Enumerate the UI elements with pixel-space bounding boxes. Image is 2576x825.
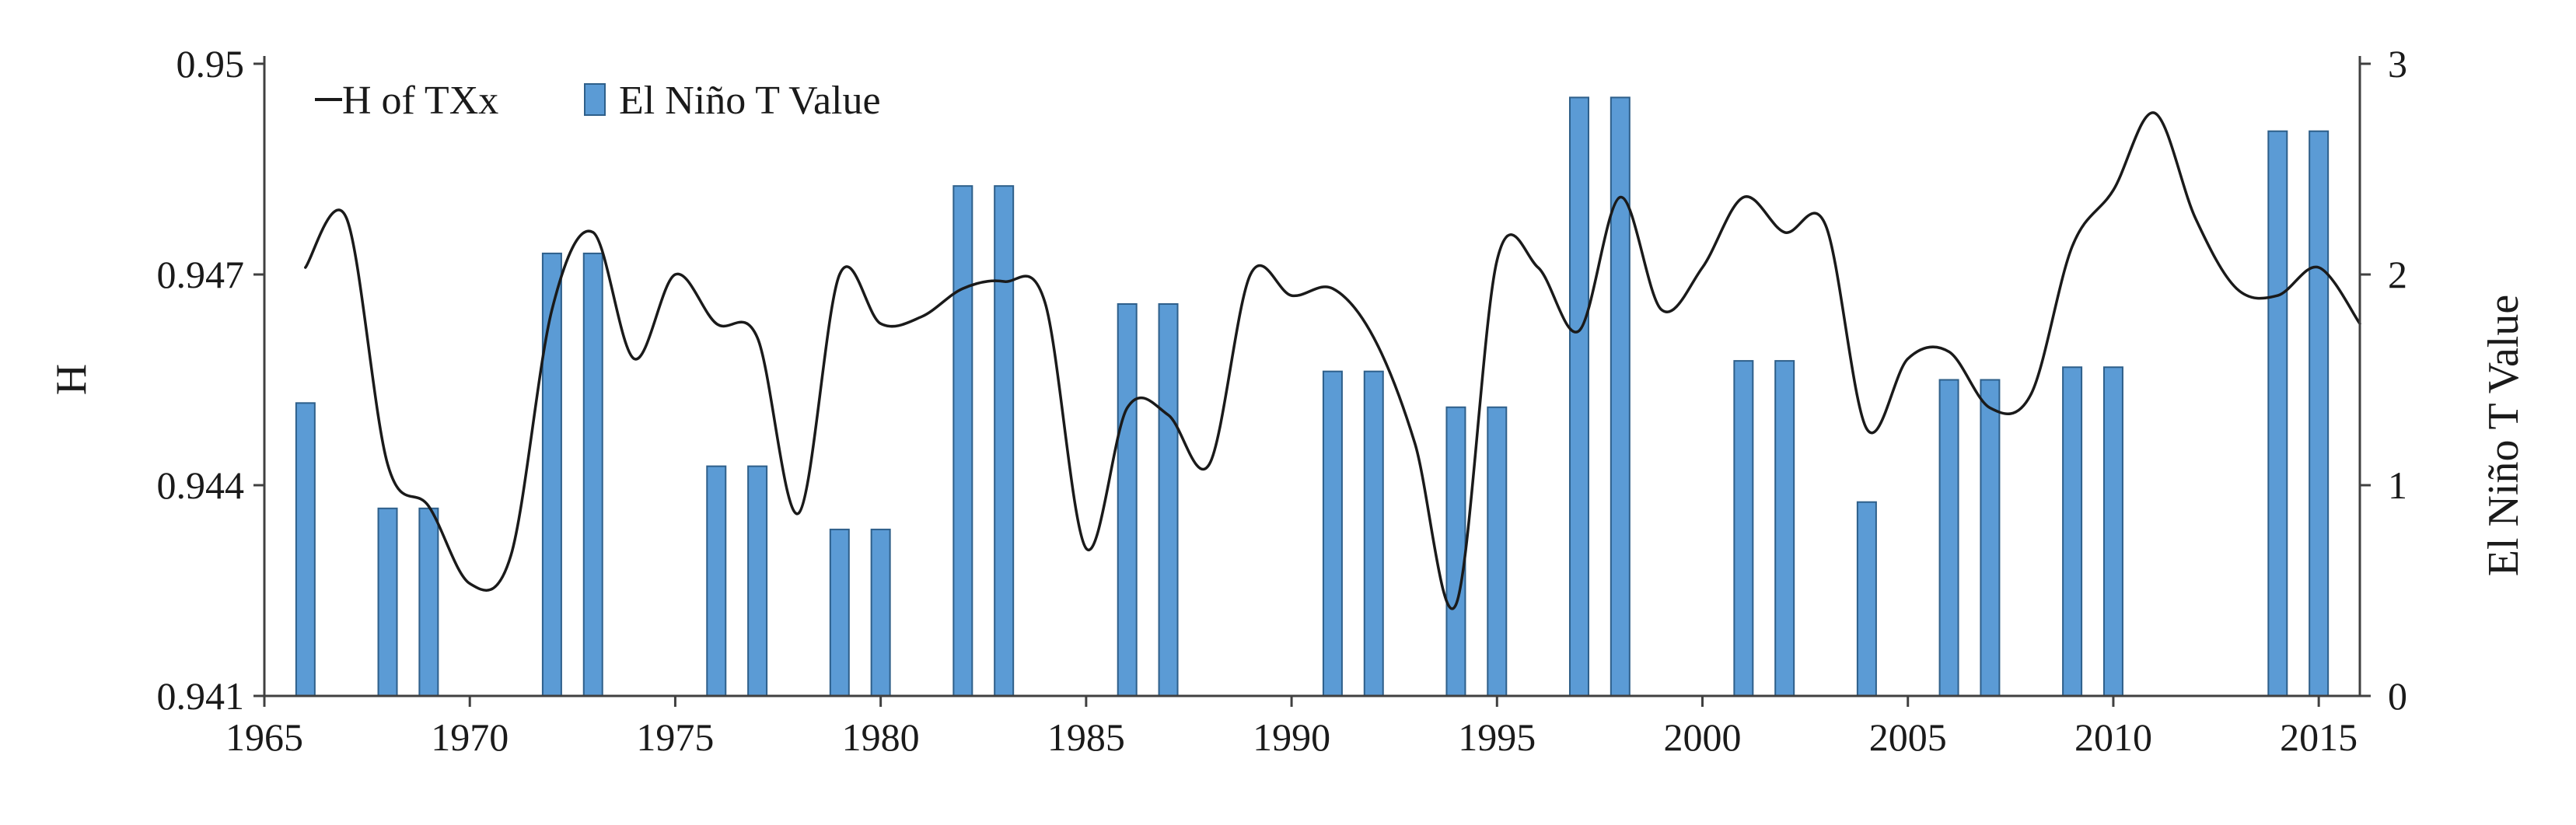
bar-el-nino-1991 xyxy=(1322,370,1343,697)
y2-tick-label: 3 xyxy=(2388,42,2407,86)
bar-el-nino-1979 xyxy=(829,528,850,697)
legend-label-el-nino-t-value: El Niño T Value xyxy=(619,79,881,123)
x-tick-label: 1985 xyxy=(1047,715,1125,759)
y-axis-title: H xyxy=(47,364,96,395)
bar-el-nino-1997 xyxy=(1568,96,1589,697)
right-y-axis-ticks: 0 1 2 3 xyxy=(2360,42,2407,718)
bar-el-nino-2006 xyxy=(1938,379,1959,697)
x-tick-label: 1970 xyxy=(431,715,509,759)
bar-el-nino-1987 xyxy=(1158,302,1179,697)
bar-el-nino-1994 xyxy=(1445,406,1466,697)
bar-el-nino-1983 xyxy=(994,185,1015,697)
bar-el-nino-1980 xyxy=(870,528,891,697)
y-tick-label: 0.944 xyxy=(157,463,245,507)
x-tick-label: 2010 xyxy=(2074,715,2152,759)
bar-el-nino-2010 xyxy=(2102,366,2123,697)
y2-tick-label: 2 xyxy=(2388,253,2407,296)
x-tick-label: 1965 xyxy=(225,715,303,759)
x-tick-label: 1995 xyxy=(1458,715,1536,759)
x-tick-label: 2005 xyxy=(1869,715,1947,759)
y2-axis-title: El Niño T Value xyxy=(2480,295,2528,576)
x-axis-ticks: 1965 1970 1975 1980 1985 1990 1995 2000 2005 2010… xyxy=(225,696,2358,759)
bar-el-nino-1977 xyxy=(747,465,768,697)
bar-el-nino-1973 xyxy=(582,252,603,697)
bar-el-nino-1992 xyxy=(1363,370,1384,697)
legend-bar-swatch xyxy=(584,83,606,116)
y-tick-label: 0.941 xyxy=(157,674,245,718)
bar-el-nino-2002 xyxy=(1774,360,1795,697)
bar-el-nino-1969 xyxy=(418,507,439,697)
bar-el-nino-1966 xyxy=(295,402,316,697)
bar-el-nino-2001 xyxy=(1733,360,1754,697)
bar-el-nino-1972 xyxy=(541,252,562,697)
bar-el-nino-1976 xyxy=(706,465,727,697)
y-tick-label: 0.95 xyxy=(177,42,245,86)
x-tick-label: 2000 xyxy=(1664,715,1742,759)
bar-el-nino-2014 xyxy=(2267,130,2288,697)
x-tick-label: 1990 xyxy=(1253,715,1330,759)
bar-el-nino-1982 xyxy=(952,185,973,697)
bar-el-nino-2004 xyxy=(1856,501,1877,697)
legend: H of TXx El Niño T Value xyxy=(315,79,881,123)
y-tick-label: 0.947 xyxy=(157,253,245,296)
bar-el-nino-2015 xyxy=(2309,130,2330,697)
x-tick-label: 1980 xyxy=(842,715,920,759)
bar-el-nino-1998 xyxy=(1610,96,1631,697)
left-y-axis-ticks: 0.941 0.944 0.947 0.95 xyxy=(157,42,264,718)
bar-el-nino-2009 xyxy=(2062,366,2083,697)
bar-el-nino-1995 xyxy=(1487,406,1508,697)
x-tick-label: 1975 xyxy=(636,715,714,759)
y2-tick-label: 1 xyxy=(2388,463,2407,507)
y2-tick-label: 0 xyxy=(2388,674,2407,718)
x-tick-label: 2015 xyxy=(2280,715,2358,759)
bar-el-nino-1968 xyxy=(377,507,398,697)
bar-el-nino-2007 xyxy=(1980,379,2001,697)
bar-el-nino-1986 xyxy=(1117,302,1138,697)
bar-series xyxy=(295,96,2330,697)
legend-label-h-of-txx: H of TXx xyxy=(342,79,498,123)
line-series-h-of-txx xyxy=(304,111,2361,610)
